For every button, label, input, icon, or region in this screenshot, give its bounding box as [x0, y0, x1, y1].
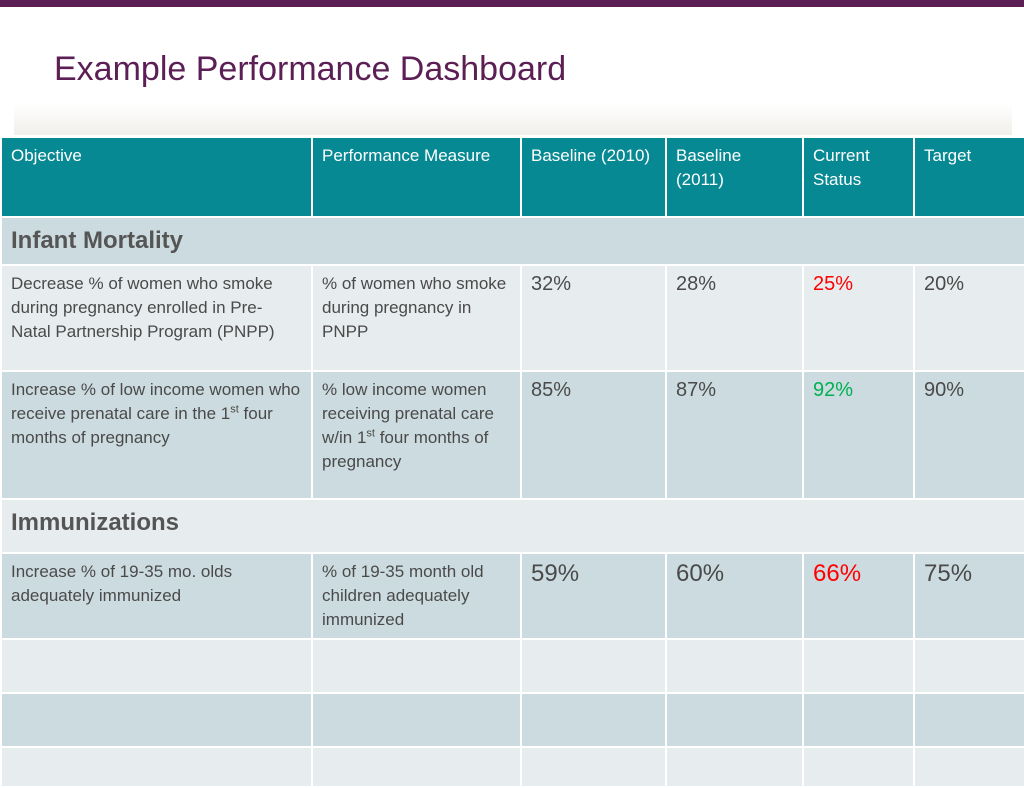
empty-cell — [665, 746, 804, 788]
title-divider — [14, 103, 1012, 135]
empty-row — [0, 692, 1024, 748]
objective-text: Increase % of low income women who recei… — [11, 380, 301, 423]
baseline-2011-cell: 28% — [665, 264, 804, 372]
header-baseline-2010: Baseline (2010) — [520, 136, 667, 218]
target-cell: 90% — [913, 370, 1024, 500]
empty-cell — [0, 638, 313, 694]
empty-row — [0, 638, 1024, 694]
ordinal-suffix: st — [230, 403, 239, 416]
header-row: Objective Performance Measure Baseline (… — [0, 136, 1024, 218]
current-status-cell: 92% — [802, 370, 915, 500]
section-row: Immunizations — [0, 498, 1024, 554]
empty-cell — [311, 746, 522, 788]
empty-cell — [0, 746, 313, 788]
measure-cell: % of women who smoke during pregnancy in… — [311, 264, 522, 372]
empty-cell — [913, 692, 1024, 748]
empty-cell — [802, 746, 915, 788]
measure-text: % low income women receiving prenatal ca… — [322, 380, 494, 447]
table-row: Increase % of 19-35 mo. olds adequately … — [0, 552, 1024, 640]
current-status-cell: 25% — [802, 264, 915, 372]
section-title-immunizations: Immunizations — [0, 498, 1024, 554]
baseline-2010-cell: 85% — [520, 370, 667, 500]
target-cell: 75% — [913, 552, 1024, 640]
measure-text-end: four months of pregnancy — [322, 428, 489, 471]
baseline-2011-cell: 60% — [665, 552, 804, 640]
section-title-infant-mortality: Infant Mortality — [0, 216, 1024, 266]
header-target: Target — [913, 136, 1024, 218]
top-accent-bar — [0, 0, 1024, 7]
empty-cell — [802, 692, 915, 748]
empty-cell — [802, 638, 915, 694]
header-objective: Objective — [0, 136, 313, 218]
measure-cell: % low income women receiving prenatal ca… — [311, 370, 522, 500]
measure-cell: % of 19-35 month old children adequately… — [311, 552, 522, 640]
ordinal-suffix: st — [366, 427, 375, 440]
baseline-2011-cell: 87% — [665, 370, 804, 500]
empty-cell — [520, 746, 667, 788]
empty-cell — [913, 746, 1024, 788]
header-current-status: Current Status — [802, 136, 915, 218]
baseline-2010-cell: 32% — [520, 264, 667, 372]
header-baseline-2011: Baseline (2011) — [665, 136, 804, 218]
dashboard-table: Objective Performance Measure Baseline (… — [0, 136, 1024, 788]
objective-cell: Increase % of 19-35 mo. olds adequately … — [0, 552, 313, 640]
empty-cell — [311, 638, 522, 694]
empty-row — [0, 746, 1024, 788]
empty-cell — [520, 638, 667, 694]
empty-cell — [665, 692, 804, 748]
empty-cell — [913, 638, 1024, 694]
objective-cell: Increase % of low income women who recei… — [0, 370, 313, 500]
empty-cell — [311, 692, 522, 748]
objective-text-end: four months of pregnancy — [11, 404, 273, 447]
target-cell: 20% — [913, 264, 1024, 372]
header-performance-measure: Performance Measure — [311, 136, 522, 218]
empty-cell — [665, 638, 804, 694]
baseline-2010-cell: 59% — [520, 552, 667, 640]
page-title: Example Performance Dashboard — [54, 50, 567, 88]
objective-cell: Decrease % of women who smoke during pre… — [0, 264, 313, 372]
empty-cell — [520, 692, 667, 748]
empty-cell — [0, 692, 313, 748]
section-row: Infant Mortality — [0, 216, 1024, 266]
table-row: Decrease % of women who smoke during pre… — [0, 264, 1024, 372]
table-row: Increase % of low income women who recei… — [0, 370, 1024, 500]
current-status-cell: 66% — [802, 552, 915, 640]
